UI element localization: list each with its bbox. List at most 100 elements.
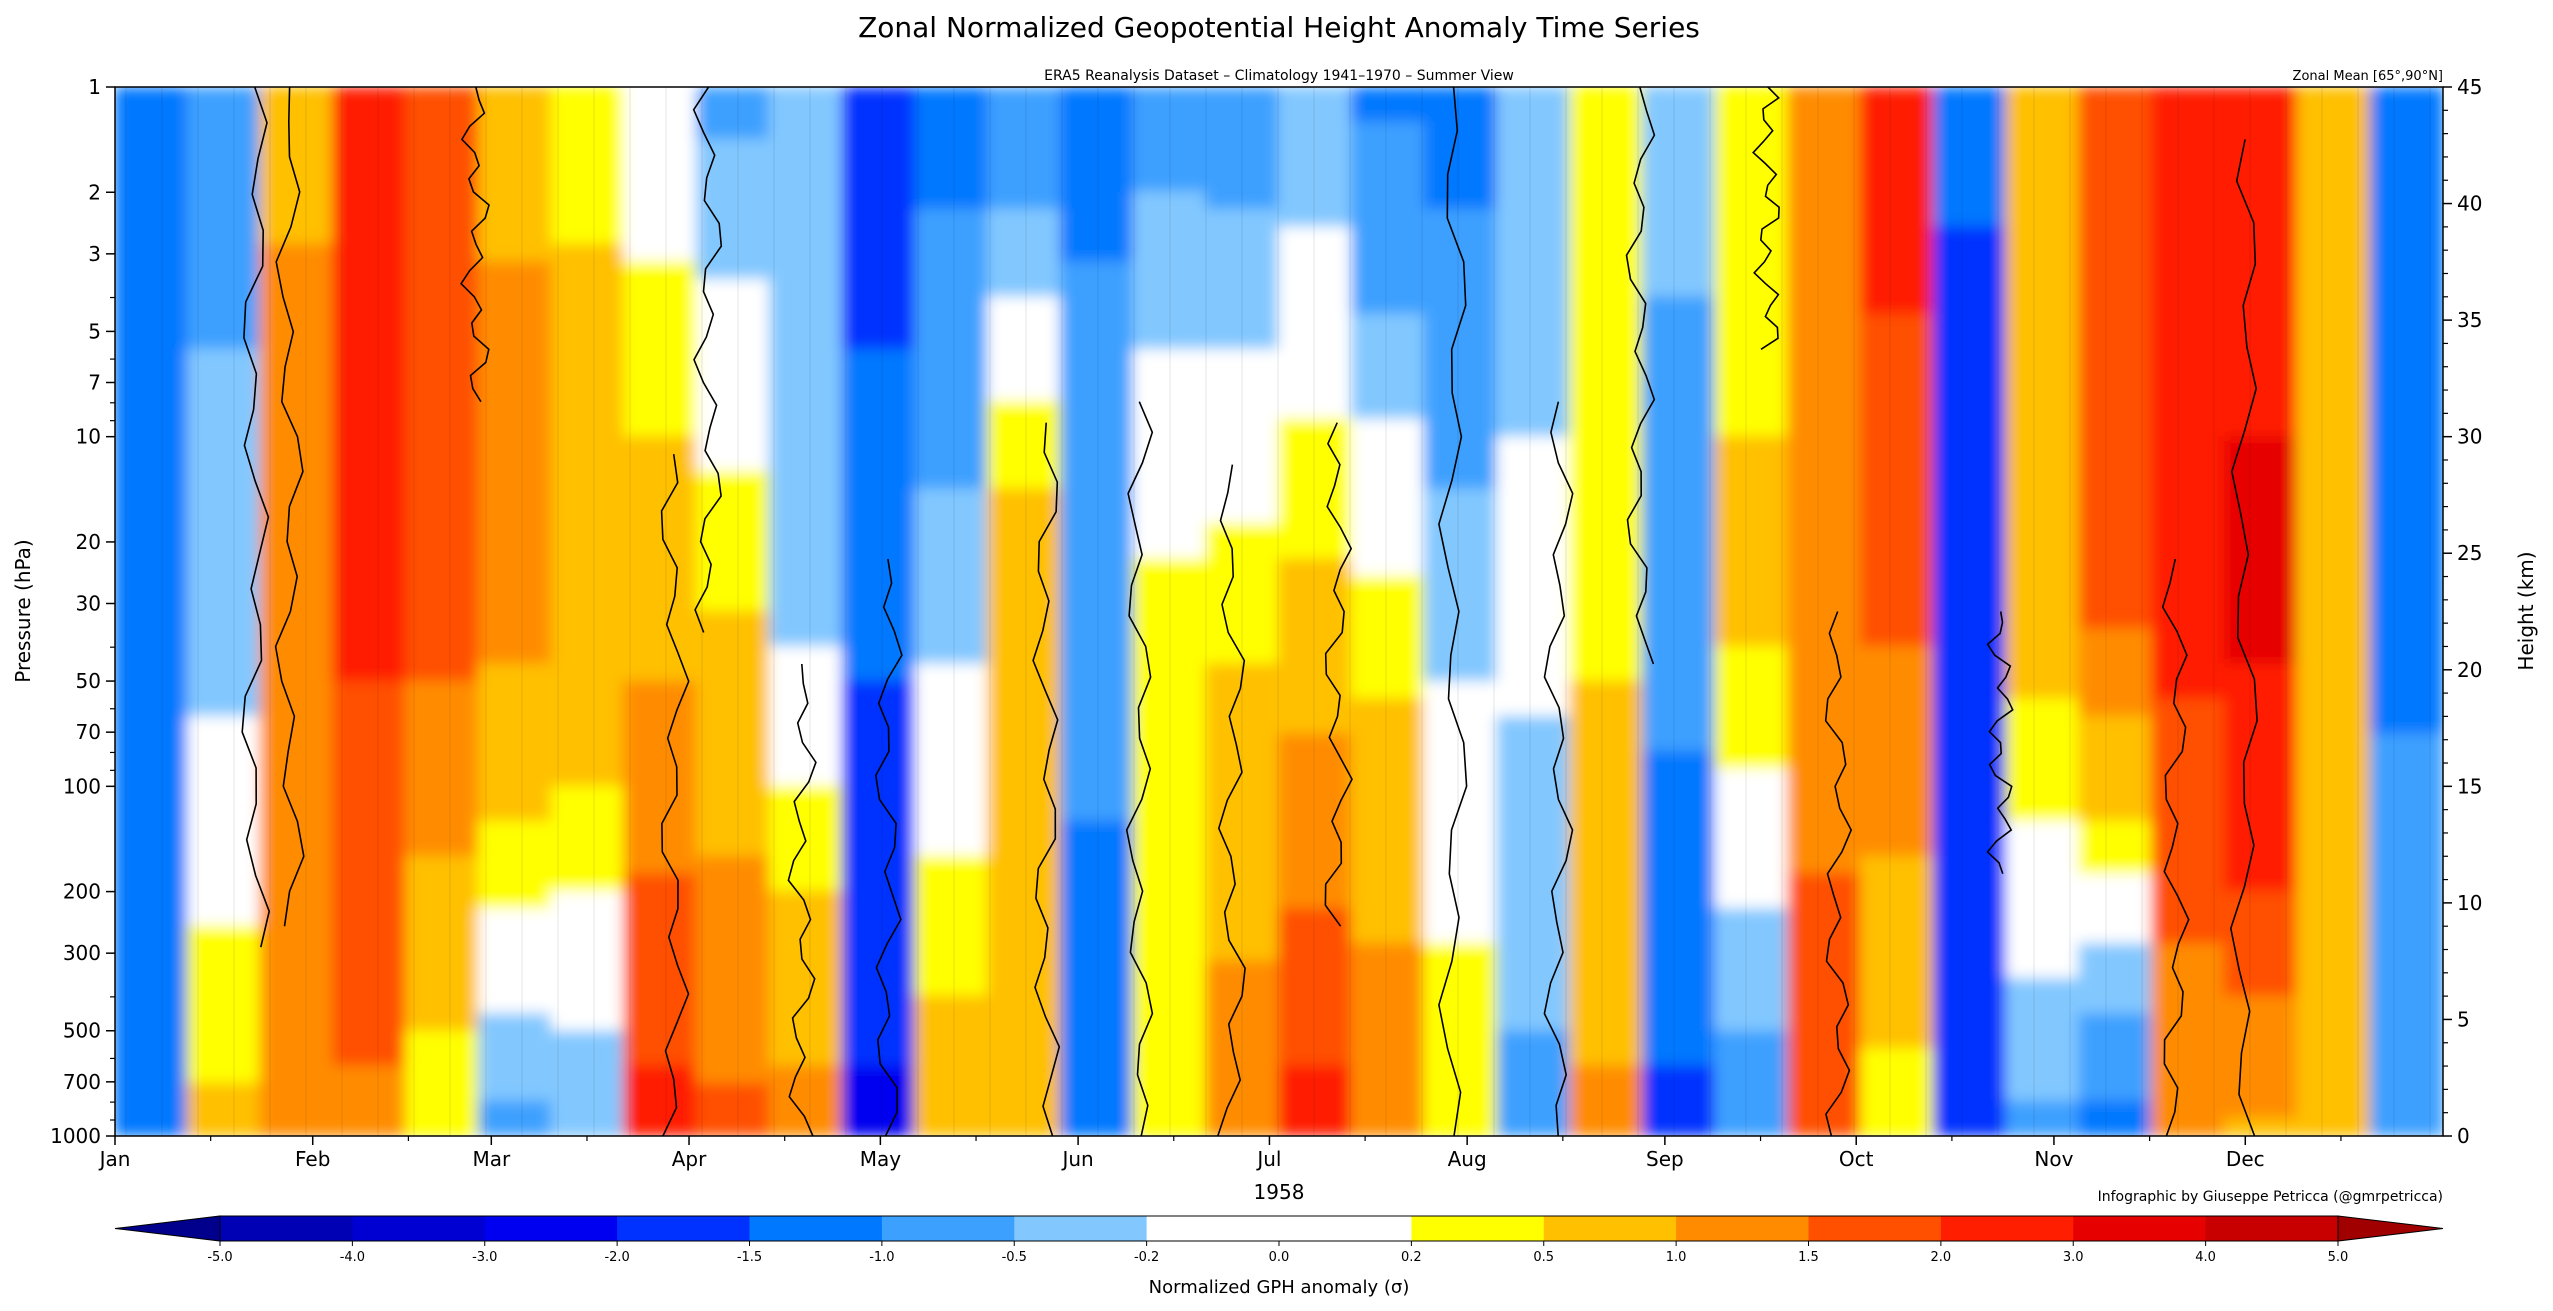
colorbar-tick-label: -0.5 (1002, 1250, 1027, 1265)
pressure-tick-label: 2 (88, 180, 101, 204)
height-tick-label: 0 (2457, 1124, 2470, 1148)
height-axis: 0 5 10 15 20 25 30 35 40 45 (2443, 75, 2482, 1148)
pressure-tick-label: 5 (88, 319, 101, 343)
zero-contour-line (2161, 558, 2190, 1136)
month-tick-label: Dec (2226, 1147, 2265, 1171)
contour-texture (115, 87, 2443, 1136)
y2-axis-label: Height (km) (2514, 551, 2538, 670)
plot-frame (114, 86, 2444, 1137)
pressure-tick-label: 700 (63, 1070, 101, 1094)
colorbar-segment (1808, 1216, 1942, 1241)
month-tick-label: Sep (1646, 1147, 1684, 1171)
colorbar-segment (1676, 1216, 1810, 1241)
colorbar-segment (1279, 1216, 1412, 1241)
colorbar-segment (1543, 1216, 1677, 1241)
zero-contour-line (1986, 611, 2014, 875)
zero-contour-line (274, 87, 305, 927)
zero-contour-line (1752, 87, 1780, 350)
colorbar-segment (2205, 1216, 2339, 1241)
height-tick-label: 25 (2457, 541, 2482, 565)
chart-title: Zonal Normalized Geopotential Height Ano… (858, 11, 1700, 44)
month-tick-label: Aug (1448, 1147, 1487, 1171)
zero-contour-line (241, 87, 271, 948)
colorbar-tick-label: 5.0 (2328, 1250, 2349, 1265)
colorbar-tick-label: 0.0 (1269, 1250, 1290, 1265)
pressure-axis: 1 2 3 5 7 10 20 30 50 70 100 200 300 500 700 1000 (50, 75, 115, 1148)
zero-contour-line (1324, 422, 1353, 927)
colorbar-segment (749, 1216, 883, 1241)
month-tick-label: May (860, 1147, 902, 1171)
pressure-tick-label: 10 (76, 425, 101, 449)
month-tick-label: Jun (1060, 1147, 1093, 1171)
pressure-tick-label: 3 (88, 242, 101, 266)
colorbar-tick-label: -5.0 (207, 1250, 232, 1265)
colorbar: -5.0 -4.0 -3.0 -2.0 -1.5 -1.0 -0.5 -0.2 0.0 0.2 0.… (114, 1215, 2444, 1265)
zero-contour-line (1125, 401, 1154, 1136)
year-label: 1958 (1254, 1180, 1305, 1204)
pressure-tick-label: 1 (88, 75, 101, 99)
colorbar-tick-label: 1.0 (1666, 1250, 1687, 1265)
y-axis-label: Pressure (hPa) (11, 539, 35, 682)
colorbar-tick-label: 0.2 (1401, 1250, 1422, 1265)
height-tick-label: 20 (2457, 658, 2482, 682)
zero-contour-line (787, 663, 817, 1136)
month-tick-label: Feb (295, 1147, 330, 1171)
credit-label: Infographic by Giuseppe Petricca (@gmrpe… (2098, 1189, 2443, 1205)
colorbar-tick-label: 4.0 (2195, 1250, 2216, 1265)
pressure-tick-label: 7 (88, 371, 101, 395)
zero-contours (241, 87, 2258, 1136)
height-tick-label: 45 (2457, 75, 2482, 99)
zero-contour-line (692, 87, 723, 633)
zero-contour-line (2229, 139, 2258, 1136)
zero-contour-line (1824, 611, 1853, 1136)
colorbar-tick-label: -4.0 (340, 1250, 365, 1265)
colorbar-segment (1411, 1216, 1545, 1241)
colorbar-segment (1146, 1216, 1280, 1241)
colorbar-tick-label: 3.0 (2063, 1250, 2084, 1265)
zero-contour-line (1438, 87, 1468, 1136)
pressure-tick-label: 50 (76, 669, 101, 693)
colorbar-tick-label: -1.0 (869, 1250, 894, 1265)
zero-contour-line (1032, 422, 1061, 1136)
month-tick-label: Jan (98, 1147, 131, 1171)
colorbar-segment (1014, 1216, 1148, 1241)
colorbar-segment (220, 1216, 353, 1241)
colorbar-label: Normalized GPH anomaly (σ) (1149, 1277, 1410, 1298)
zero-contour-line (1625, 87, 1656, 665)
colorbar-tick-label: 1.5 (1798, 1250, 1819, 1265)
month-tick-label: Jul (1255, 1147, 1281, 1171)
height-tick-label: 15 (2457, 774, 2482, 798)
height-tick-label: 30 (2457, 425, 2482, 449)
pressure-tick-label: 1000 (50, 1124, 101, 1148)
plot-area (115, 87, 2443, 1136)
colorbar-tick-label: 0.5 (1533, 1250, 1554, 1265)
colorbar-segment (352, 1216, 486, 1241)
pressure-tick-label: 500 (63, 1019, 101, 1043)
pressure-tick-label: 30 (76, 592, 101, 616)
colorbar-segment (484, 1216, 618, 1241)
zero-contour-line (1217, 464, 1246, 1136)
height-tick-label: 5 (2457, 1007, 2470, 1031)
colorbar-tick-label: 2.0 (1931, 1250, 1952, 1265)
month-tick-label: Apr (672, 1147, 707, 1171)
pressure-tick-label: 100 (63, 774, 101, 798)
pressure-tick-label: 300 (63, 941, 101, 965)
colorbar-segment (881, 1216, 1015, 1241)
month-tick-label: Oct (1839, 1147, 1874, 1171)
zero-contour-line (460, 87, 490, 403)
height-tick-label: 35 (2457, 308, 2482, 332)
height-tick-label: 10 (2457, 891, 2482, 915)
zero-contour-line (1543, 401, 1574, 1136)
colorbar-tick-label: -2.0 (604, 1250, 629, 1265)
colorbar-segment (2073, 1216, 2207, 1241)
colorbar-segment (617, 1216, 751, 1241)
colorbar-tick-label: -0.2 (1134, 1250, 1159, 1265)
pressure-tick-label: 20 (76, 530, 101, 554)
colorbar-tick-label: -3.0 (472, 1250, 497, 1265)
region-label: Zonal Mean [65°,90°N] (2293, 69, 2443, 84)
colorbar-tick-label: -1.5 (737, 1250, 762, 1265)
month-tick-label: Mar (472, 1147, 511, 1171)
height-tick-label: 40 (2457, 192, 2482, 216)
pressure-tick-label: 200 (63, 880, 101, 904)
